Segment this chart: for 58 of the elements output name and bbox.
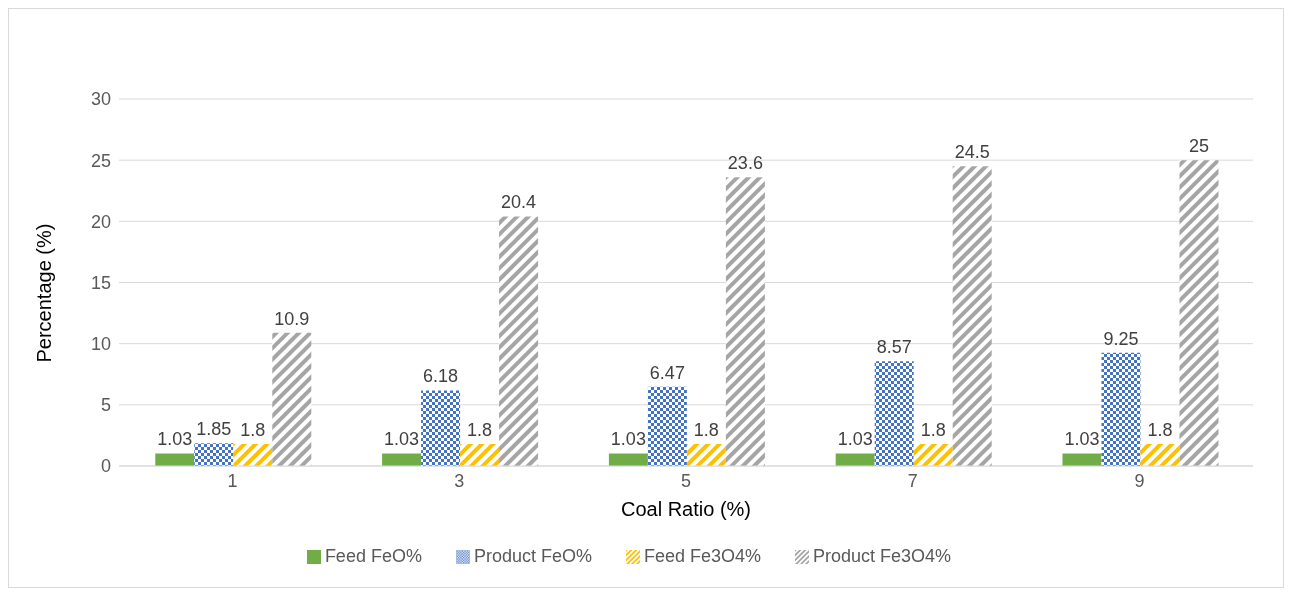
bar — [155, 453, 195, 466]
bar — [1101, 352, 1141, 466]
bar — [233, 443, 273, 466]
bar — [913, 443, 953, 466]
bar — [952, 166, 992, 466]
bar — [686, 443, 726, 466]
x-tick-label: 9 — [1134, 470, 1145, 491]
bar — [835, 453, 875, 466]
bar — [272, 332, 312, 466]
x-tick-label: 7 — [907, 470, 918, 491]
data-label: 1.03 — [1064, 429, 1100, 450]
y-axis-title: Percentage (%) — [33, 223, 56, 363]
bar — [608, 453, 648, 466]
bar — [460, 443, 500, 466]
bar — [421, 390, 461, 466]
bar — [725, 177, 765, 466]
bar — [194, 443, 234, 466]
data-label: 25 — [1188, 136, 1209, 157]
data-label: 1.03 — [157, 429, 193, 450]
data-label: 1.03 — [610, 429, 646, 450]
data-label: 1.8 — [920, 419, 946, 440]
data-label: 1.8 — [467, 419, 493, 440]
bar — [382, 453, 422, 466]
data-label: 1.8 — [240, 419, 266, 440]
x-tick-label: 1 — [227, 470, 238, 491]
x-tick-label: 3 — [454, 470, 465, 491]
data-label: 6.47 — [649, 362, 685, 383]
data-label: 6.18 — [423, 366, 459, 387]
x-axis-title: Coal Ratio (%) — [620, 498, 752, 520]
data-label: 10.9 — [274, 308, 310, 329]
bar — [1179, 160, 1219, 466]
y-tick-label: 5 — [100, 395, 111, 416]
legend-label: Product FeO% — [473, 546, 592, 566]
data-label: 20.4 — [501, 192, 537, 213]
y-tick-label: 10 — [90, 334, 111, 355]
data-label: 1.03 — [384, 429, 420, 450]
y-tick-label: 15 — [90, 272, 111, 293]
bar — [1140, 443, 1180, 466]
data-label: 1.8 — [693, 419, 719, 440]
y-tick-label: 0 — [100, 456, 111, 477]
x-tick-label: 5 — [680, 470, 692, 491]
data-label: 8.57 — [876, 337, 912, 358]
legend-label: Feed Fe3O4% — [643, 546, 762, 566]
data-label: 23.6 — [727, 153, 763, 174]
data-label: 1.85 — [196, 419, 232, 440]
y-tick-label: 30 — [90, 89, 111, 110]
legend-label: Feed FeO% — [324, 546, 422, 566]
y-tick-label: 20 — [90, 211, 111, 232]
data-label: 1.03 — [837, 429, 873, 450]
bar — [499, 216, 539, 466]
data-label: 24.5 — [954, 142, 990, 163]
bar — [1062, 453, 1102, 466]
legend-label: Product Fe3O4% — [813, 546, 952, 566]
bar — [647, 386, 687, 466]
y-tick-label: 25 — [90, 150, 111, 171]
data-label: 9.25 — [1103, 328, 1139, 349]
data-label: 1.8 — [1147, 419, 1173, 440]
bar — [874, 361, 914, 466]
